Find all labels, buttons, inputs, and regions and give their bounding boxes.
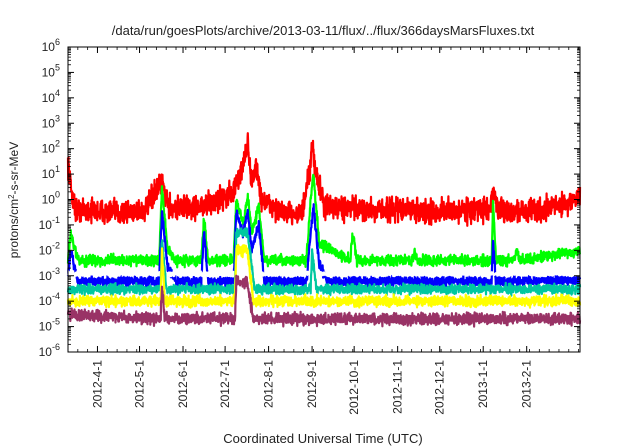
y-axis-label-main: protons/cm <box>7 199 21 258</box>
series-line-0 <box>66 132 582 227</box>
y-tick-label: 104 <box>42 88 60 105</box>
y-tick-label: 106 <box>42 37 60 54</box>
x-tick-label: 2012-11-1 <box>391 360 405 414</box>
y-tick-label: 100 <box>42 190 60 207</box>
y-tick-label: 102 <box>42 139 60 156</box>
x-axis-label: Coordinated Universal Time (UTC) <box>223 431 422 446</box>
y-axis-label: protons/cm2-s-sr-MeV <box>7 142 22 258</box>
series-line-3 <box>66 269 582 278</box>
x-tick-label: 2012-12-1 <box>433 360 447 415</box>
x-tick-label: 2012-5-1 <box>133 360 147 408</box>
y-tick-label: 10-3 <box>39 266 60 283</box>
x-tick-label: 2012-8-1 <box>262 360 276 408</box>
x-tick-label: 2012-7-1 <box>218 360 232 408</box>
y-tick-label: 10-4 <box>39 291 60 308</box>
x-tick-label: 2013-2-1 <box>520 360 534 408</box>
axis-layer: 10-6 10-5 10-4 10-3 10-2 10-1 100 101 102 103 104 1… <box>39 37 580 415</box>
series-line-5 <box>66 243 582 309</box>
x-tick-label: 2012-10-1 <box>347 360 361 415</box>
x-tick-label: 2013-1-1 <box>476 360 490 408</box>
x-tick-label: 2012-9-1 <box>305 360 319 408</box>
y-tick-label: 10-5 <box>39 317 60 334</box>
y-axis-label-sup: 2 <box>7 194 16 199</box>
y-tick-label: 10-6 <box>39 342 60 359</box>
series-line-1 <box>66 173 582 269</box>
series-line-4 <box>66 227 582 297</box>
chart-title: /data/run/goesPlots/archive/2013-03-11/f… <box>112 23 535 38</box>
series-layer <box>66 132 582 328</box>
y-tick-label: 10-1 <box>39 215 60 232</box>
y-tick-label: 103 <box>42 113 60 130</box>
x-tick-label: 2012-4-1 <box>90 360 104 408</box>
y-tick-label: 101 <box>42 164 60 181</box>
y-tick-label: 10-2 <box>39 240 60 257</box>
x-tick-label: 2012-6-1 <box>176 360 190 408</box>
y-axis-label-rest: -s-sr-MeV <box>7 142 21 195</box>
y-tick-label: 105 <box>42 62 60 79</box>
plot-frame <box>67 46 581 353</box>
series-line-6 <box>66 274 582 328</box>
